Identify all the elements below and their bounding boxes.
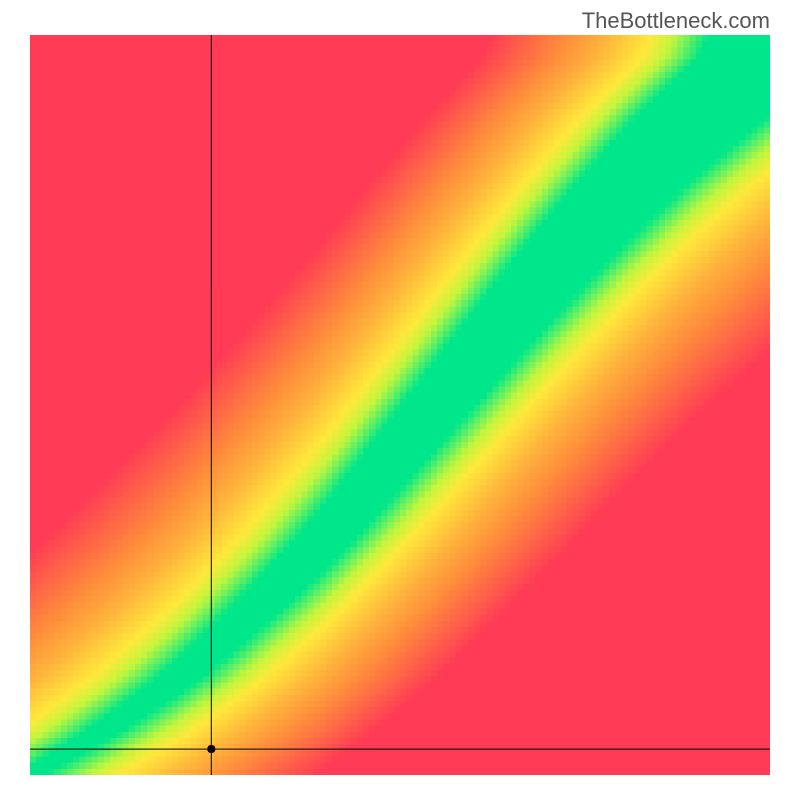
crosshair-overlay — [30, 35, 770, 775]
watermark-text: TheBottleneck.com — [582, 8, 770, 34]
chart-container: TheBottleneck.com — [0, 0, 800, 800]
heatmap-chart — [30, 35, 770, 775]
